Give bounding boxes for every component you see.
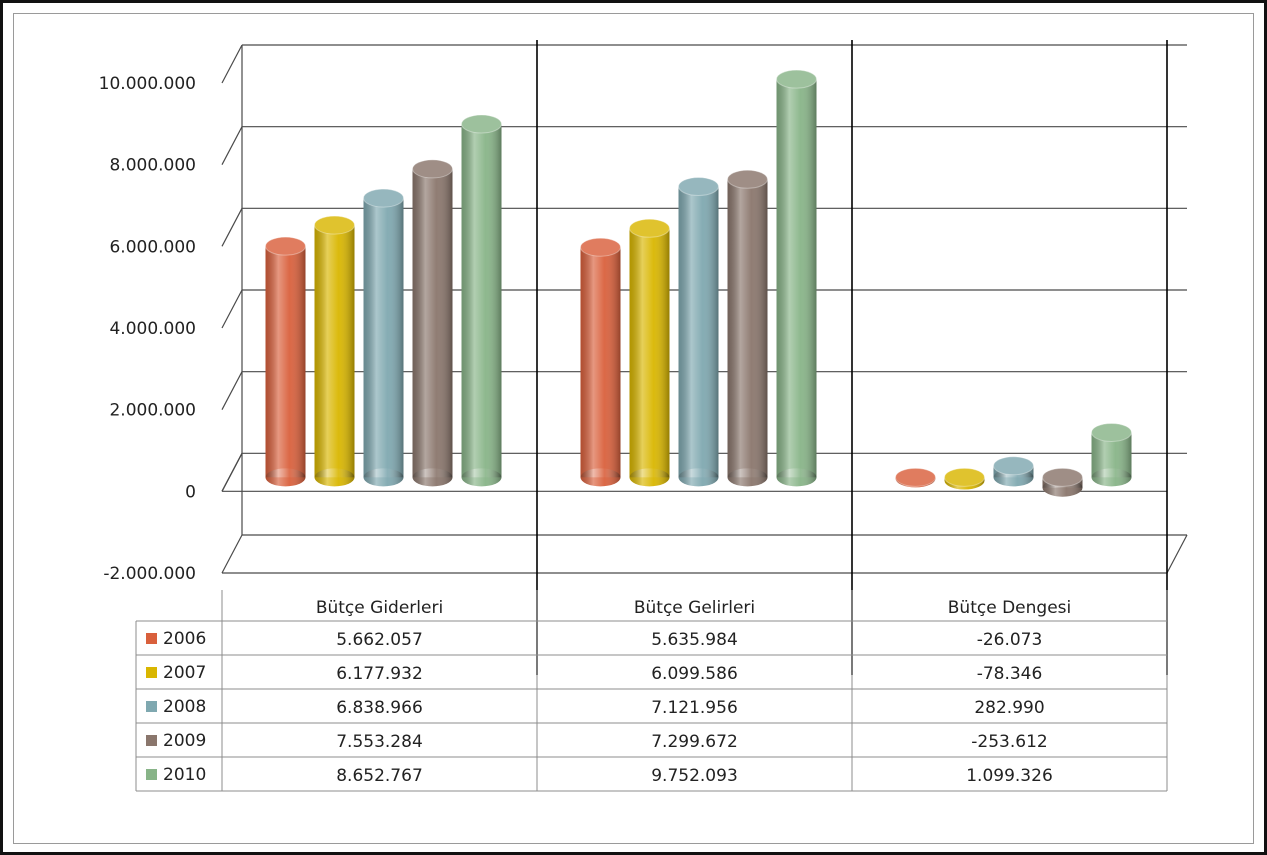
legend-key-2010 <box>146 769 157 780</box>
zero-depth <box>222 453 242 491</box>
data-label: 6.838.966 <box>336 698 423 718</box>
gridline-depth <box>222 208 242 246</box>
bar-2007-0 <box>315 216 355 486</box>
bar-cap-highlight <box>777 70 817 88</box>
data-table: Bütçe Giderleri Bütçe Gelirleri Bütçe Deng… <box>136 590 1167 791</box>
bar-2006-1 <box>581 238 621 486</box>
legend-key-2007 <box>146 667 157 678</box>
legend-label: 2010 <box>163 765 206 785</box>
data-label: 7.299.672 <box>651 732 738 752</box>
legend-label: 2006 <box>163 629 206 649</box>
bar-base-shade <box>413 468 453 486</box>
legend-key-2009 <box>146 735 157 746</box>
bar-cap-highlight <box>728 170 768 188</box>
bar-2008-1 <box>679 178 719 487</box>
bar-shading <box>266 246 306 477</box>
bar-shading <box>581 247 621 477</box>
data-label: 6.099.586 <box>651 664 738 684</box>
data-label: 8.652.767 <box>336 766 423 786</box>
data-label: -26.073 <box>977 630 1043 650</box>
category-label: Bütçe Gelirleri <box>634 598 755 618</box>
gridline-depth <box>222 127 242 165</box>
y-tick-label: 4.000.000 <box>109 319 196 339</box>
y-tick-label: 2.000.000 <box>109 401 196 421</box>
category-label: Bütçe Giderleri <box>316 598 443 618</box>
bar-cap-highlight <box>994 457 1034 475</box>
bar-2010-1 <box>777 70 817 486</box>
bar-cap-highlight <box>413 160 453 178</box>
bar-base-shade <box>777 468 817 486</box>
bar-2007-2 <box>945 468 985 489</box>
bar-cap-highlight <box>462 115 502 133</box>
bar-cap-highlight <box>315 216 355 234</box>
y-tick-label: 0 <box>185 482 196 502</box>
bar-2009-1 <box>728 170 768 486</box>
category-label: Bütçe Dengesi <box>948 598 1071 618</box>
bar-2008-2 <box>994 457 1034 487</box>
bar-2009-0 <box>413 160 453 486</box>
bar-shading <box>777 79 817 477</box>
y-tick-label: 10.000.000 <box>99 74 196 94</box>
data-label: 1.099.326 <box>966 766 1053 786</box>
bar-base-shade <box>462 468 502 486</box>
bar-2008-0 <box>364 189 404 486</box>
bar-2006-0 <box>266 237 306 486</box>
bar-shading <box>413 169 453 477</box>
bar-2010-0 <box>462 115 502 486</box>
y-tick-label: 8.000.000 <box>109 156 196 176</box>
data-label: -78.346 <box>977 664 1043 684</box>
bar-cap-highlight <box>945 468 985 486</box>
bar-base-shade <box>364 468 404 486</box>
bar-shading <box>630 228 670 477</box>
gridline-depth <box>222 535 242 573</box>
bar-cap-highlight <box>364 189 404 207</box>
bar-cap-highlight <box>581 238 621 256</box>
gridline-depth <box>222 45 242 83</box>
bar-base-shade <box>1092 468 1132 486</box>
bar-2007-1 <box>630 219 670 486</box>
y-tick-label: 6.000.000 <box>109 237 196 257</box>
data-label: 5.635.984 <box>651 630 738 650</box>
gridline-depth <box>222 372 242 410</box>
bar-2010-2 <box>1092 423 1132 486</box>
bars <box>266 70 1132 497</box>
bar-cap-highlight <box>266 237 306 255</box>
data-label: 9.752.093 <box>651 766 738 786</box>
legend-label: 2009 <box>163 731 206 751</box>
bar-base-shade <box>581 468 621 486</box>
bar-shading <box>462 124 502 477</box>
data-label: 282.990 <box>974 698 1044 718</box>
bar-cap-highlight <box>896 468 936 486</box>
data-label: 7.553.284 <box>336 732 423 752</box>
bar-cap-highlight <box>1092 423 1132 441</box>
legend-label: 2007 <box>163 663 206 683</box>
bar-shading <box>364 198 404 477</box>
data-label: -253.612 <box>971 732 1047 752</box>
bar-shading <box>315 225 355 477</box>
data-label: 6.177.932 <box>336 664 423 684</box>
y-tick-label: -2.000.000 <box>103 564 196 584</box>
bar-base-shade <box>728 468 768 486</box>
bar-shading <box>728 179 768 477</box>
bar-cap-highlight <box>630 219 670 237</box>
data-label: 7.121.956 <box>651 698 738 718</box>
bar-2009-2 <box>1043 468 1083 496</box>
legend-label: 2008 <box>163 697 206 717</box>
data-label: 5.662.057 <box>336 630 423 650</box>
bar-cap-highlight <box>679 178 719 196</box>
bar-2006-2 <box>896 468 936 487</box>
bar-base-shade <box>315 468 355 486</box>
bar-shading <box>679 187 719 478</box>
bar-base-shade <box>266 468 306 486</box>
y-axis: -2.000.000 0 2.000.000 4.000.000 6.000.000 8.… <box>99 74 196 584</box>
legend-key-2006 <box>146 633 157 644</box>
bar-cap-highlight <box>1043 468 1083 486</box>
legend-key-2008 <box>146 701 157 712</box>
bar-base-shade <box>630 468 670 486</box>
bar-base-shade <box>679 468 719 486</box>
floor-right-edge <box>1167 535 1187 573</box>
gridline-depth <box>222 290 242 328</box>
